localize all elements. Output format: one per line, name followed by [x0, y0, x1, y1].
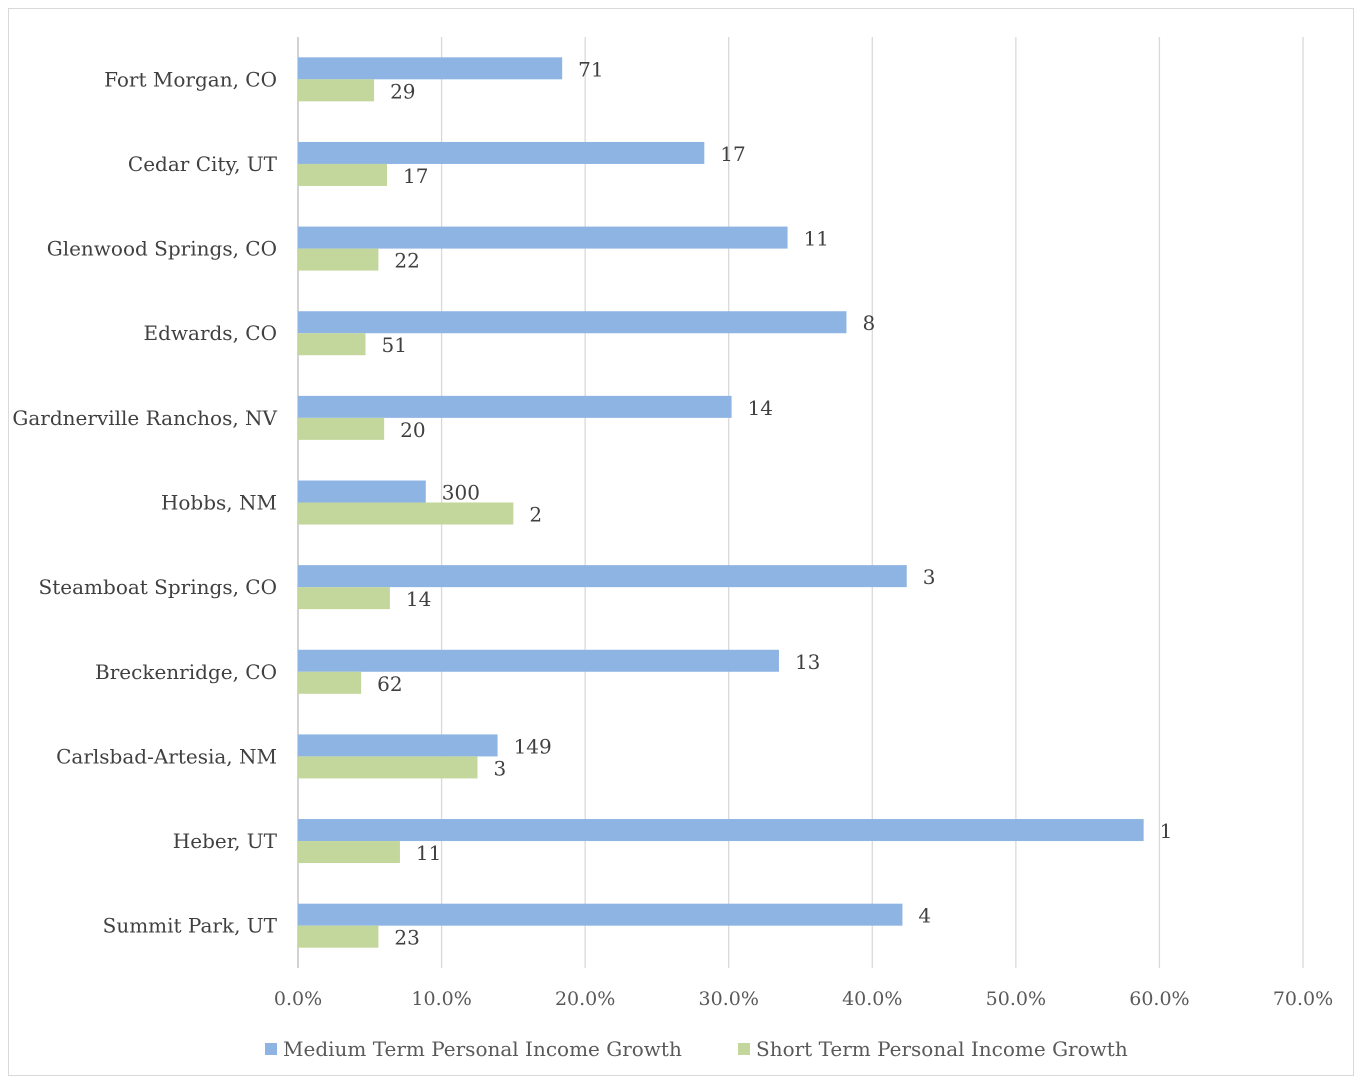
- category-labels: Fort Morgan, CO Cedar City, UT Glenwood Sp…: [12, 67, 277, 937]
- short-term-bar: [298, 333, 366, 356]
- short-term-bar: [298, 841, 400, 864]
- medium-term-bar: [298, 819, 1144, 842]
- medium-term-bar: [298, 57, 563, 80]
- category-label: Edwards, CO: [144, 321, 278, 345]
- x-tick-label: 10.0%: [411, 988, 471, 1010]
- category-label: Glenwood Springs, CO: [47, 237, 277, 261]
- short-term-bar: [298, 925, 379, 948]
- medium-term-bar: [298, 734, 498, 757]
- category-label: Carlsbad-Artesia, NM: [56, 744, 277, 768]
- data-label: 71: [578, 57, 603, 81]
- data-label: 13: [795, 650, 820, 674]
- medium-term-bar: [298, 311, 847, 334]
- data-label: 3: [923, 565, 936, 589]
- short-term-bar: [298, 671, 362, 694]
- data-label: 1: [1160, 819, 1173, 843]
- medium-term-bar: [298, 565, 907, 588]
- data-label: 23: [394, 926, 419, 950]
- medium-term-bar: [298, 395, 732, 418]
- x-tick-label: 60.0%: [1129, 988, 1189, 1010]
- medium-term-bar: [298, 226, 788, 249]
- medium-term-bar: [298, 649, 779, 672]
- data-label: 149: [514, 734, 552, 758]
- data-label: 17: [720, 142, 745, 166]
- data-label: 20: [400, 418, 425, 442]
- data-label: 11: [416, 841, 441, 865]
- category-label: Heber, UT: [173, 829, 278, 853]
- x-tick-label: 30.0%: [699, 988, 759, 1010]
- data-label: 22: [394, 249, 419, 273]
- data-label: 300: [442, 481, 480, 505]
- short-term-bar: [298, 163, 388, 186]
- bars: [298, 57, 1144, 948]
- x-axis-tick-labels: 0.0% 10.0% 20.0% 30.0% 40.0% 50.0% 60.0% 70.0%: [274, 988, 1333, 1010]
- legend-label-short-term: Short Term Personal Income Growth: [756, 1037, 1128, 1061]
- medium-term-bar: [298, 480, 426, 503]
- category-label: Breckenridge, CO: [95, 660, 277, 684]
- short-term-bar: [298, 502, 514, 525]
- data-label: 3: [493, 756, 506, 780]
- data-label: 8: [862, 311, 875, 335]
- data-label: 17: [403, 164, 428, 188]
- data-label: 14: [406, 587, 431, 611]
- data-label: 4: [918, 904, 931, 928]
- medium-term-bar: [298, 141, 705, 164]
- data-label: 62: [377, 672, 402, 696]
- chart-area: [8, 8, 1354, 1076]
- category-label: Steamboat Springs, CO: [39, 575, 277, 599]
- legend-label-medium-term: Medium Term Personal Income Growth: [283, 1037, 682, 1061]
- legend-swatch-medium-term: [265, 1043, 277, 1055]
- short-term-bar: [298, 587, 390, 610]
- x-tick-label: 0.0%: [274, 988, 322, 1010]
- short-term-bar: [298, 248, 379, 271]
- short-term-bar: [298, 756, 478, 779]
- x-tick-label: 20.0%: [555, 988, 615, 1010]
- x-tick-label: 70.0%: [1273, 988, 1333, 1010]
- category-label: Summit Park, UT: [103, 914, 278, 938]
- category-label: Hobbs, NM: [161, 491, 277, 515]
- data-label: 29: [390, 79, 415, 103]
- legend-swatch-short-term: [738, 1043, 750, 1055]
- data-label: 11: [804, 227, 829, 251]
- short-term-bar: [298, 417, 385, 440]
- category-label: Fort Morgan, CO: [104, 67, 277, 91]
- category-label: Cedar City, UT: [128, 152, 278, 176]
- category-label: Gardnerville Ranchos, NV: [12, 406, 277, 430]
- data-label: 2: [529, 503, 542, 527]
- medium-term-bar: [298, 903, 903, 926]
- data-label: 51: [381, 333, 406, 357]
- data-label: 14: [748, 396, 773, 420]
- short-term-bar: [298, 79, 375, 102]
- x-tick-label: 50.0%: [986, 988, 1046, 1010]
- x-tick-label: 40.0%: [842, 988, 902, 1010]
- legend: Medium Term Personal Income Growth Short …: [265, 1037, 1128, 1061]
